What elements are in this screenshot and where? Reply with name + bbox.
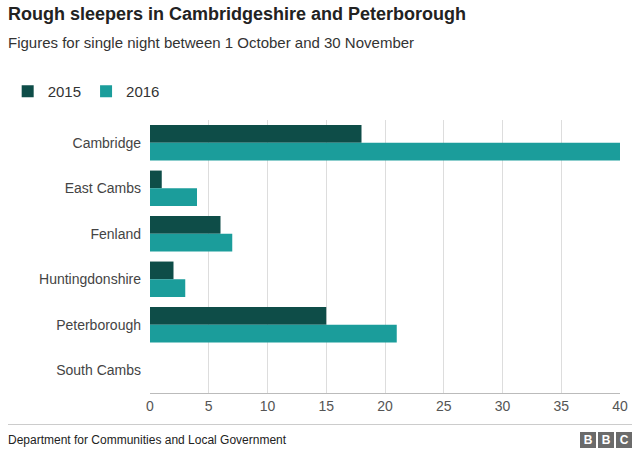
svg-text:2015: 2015	[48, 83, 81, 100]
svg-text:Huntingdonshire: Huntingdonshire	[39, 271, 141, 287]
svg-text:Cambridge: Cambridge	[73, 135, 142, 151]
svg-text:0: 0	[146, 398, 154, 414]
html-text:Figures for single night betwe: Figures for single night between 1 Octob…	[8, 34, 415, 51]
svg-text:25: 25	[436, 398, 452, 414]
svg-text:15: 15	[318, 398, 334, 414]
svg-text:2016: 2016	[126, 83, 159, 100]
html-text:C: C	[619, 433, 629, 447]
html-text:Department for Communities and: Department for Communities and Local Gov…	[8, 433, 287, 447]
html-text:B: B	[583, 433, 593, 447]
svg-text:35: 35	[553, 398, 569, 414]
svg-text:5: 5	[205, 398, 213, 414]
html-text:Rough sleepers in Cambridgeshi: Rough sleepers in Cambridgeshire and Pet…	[8, 4, 467, 24]
svg-text:40: 40	[612, 398, 628, 414]
html-text:B: B	[601, 433, 611, 447]
svg-text:Fenland: Fenland	[90, 226, 141, 242]
svg-text:Peterborough: Peterborough	[56, 317, 141, 333]
svg-text:20: 20	[377, 398, 393, 414]
svg-text:30: 30	[495, 398, 511, 414]
svg-text:South Cambs: South Cambs	[56, 362, 141, 378]
svg-text:10: 10	[260, 398, 276, 414]
svg-text:East Cambs: East Cambs	[65, 180, 141, 196]
